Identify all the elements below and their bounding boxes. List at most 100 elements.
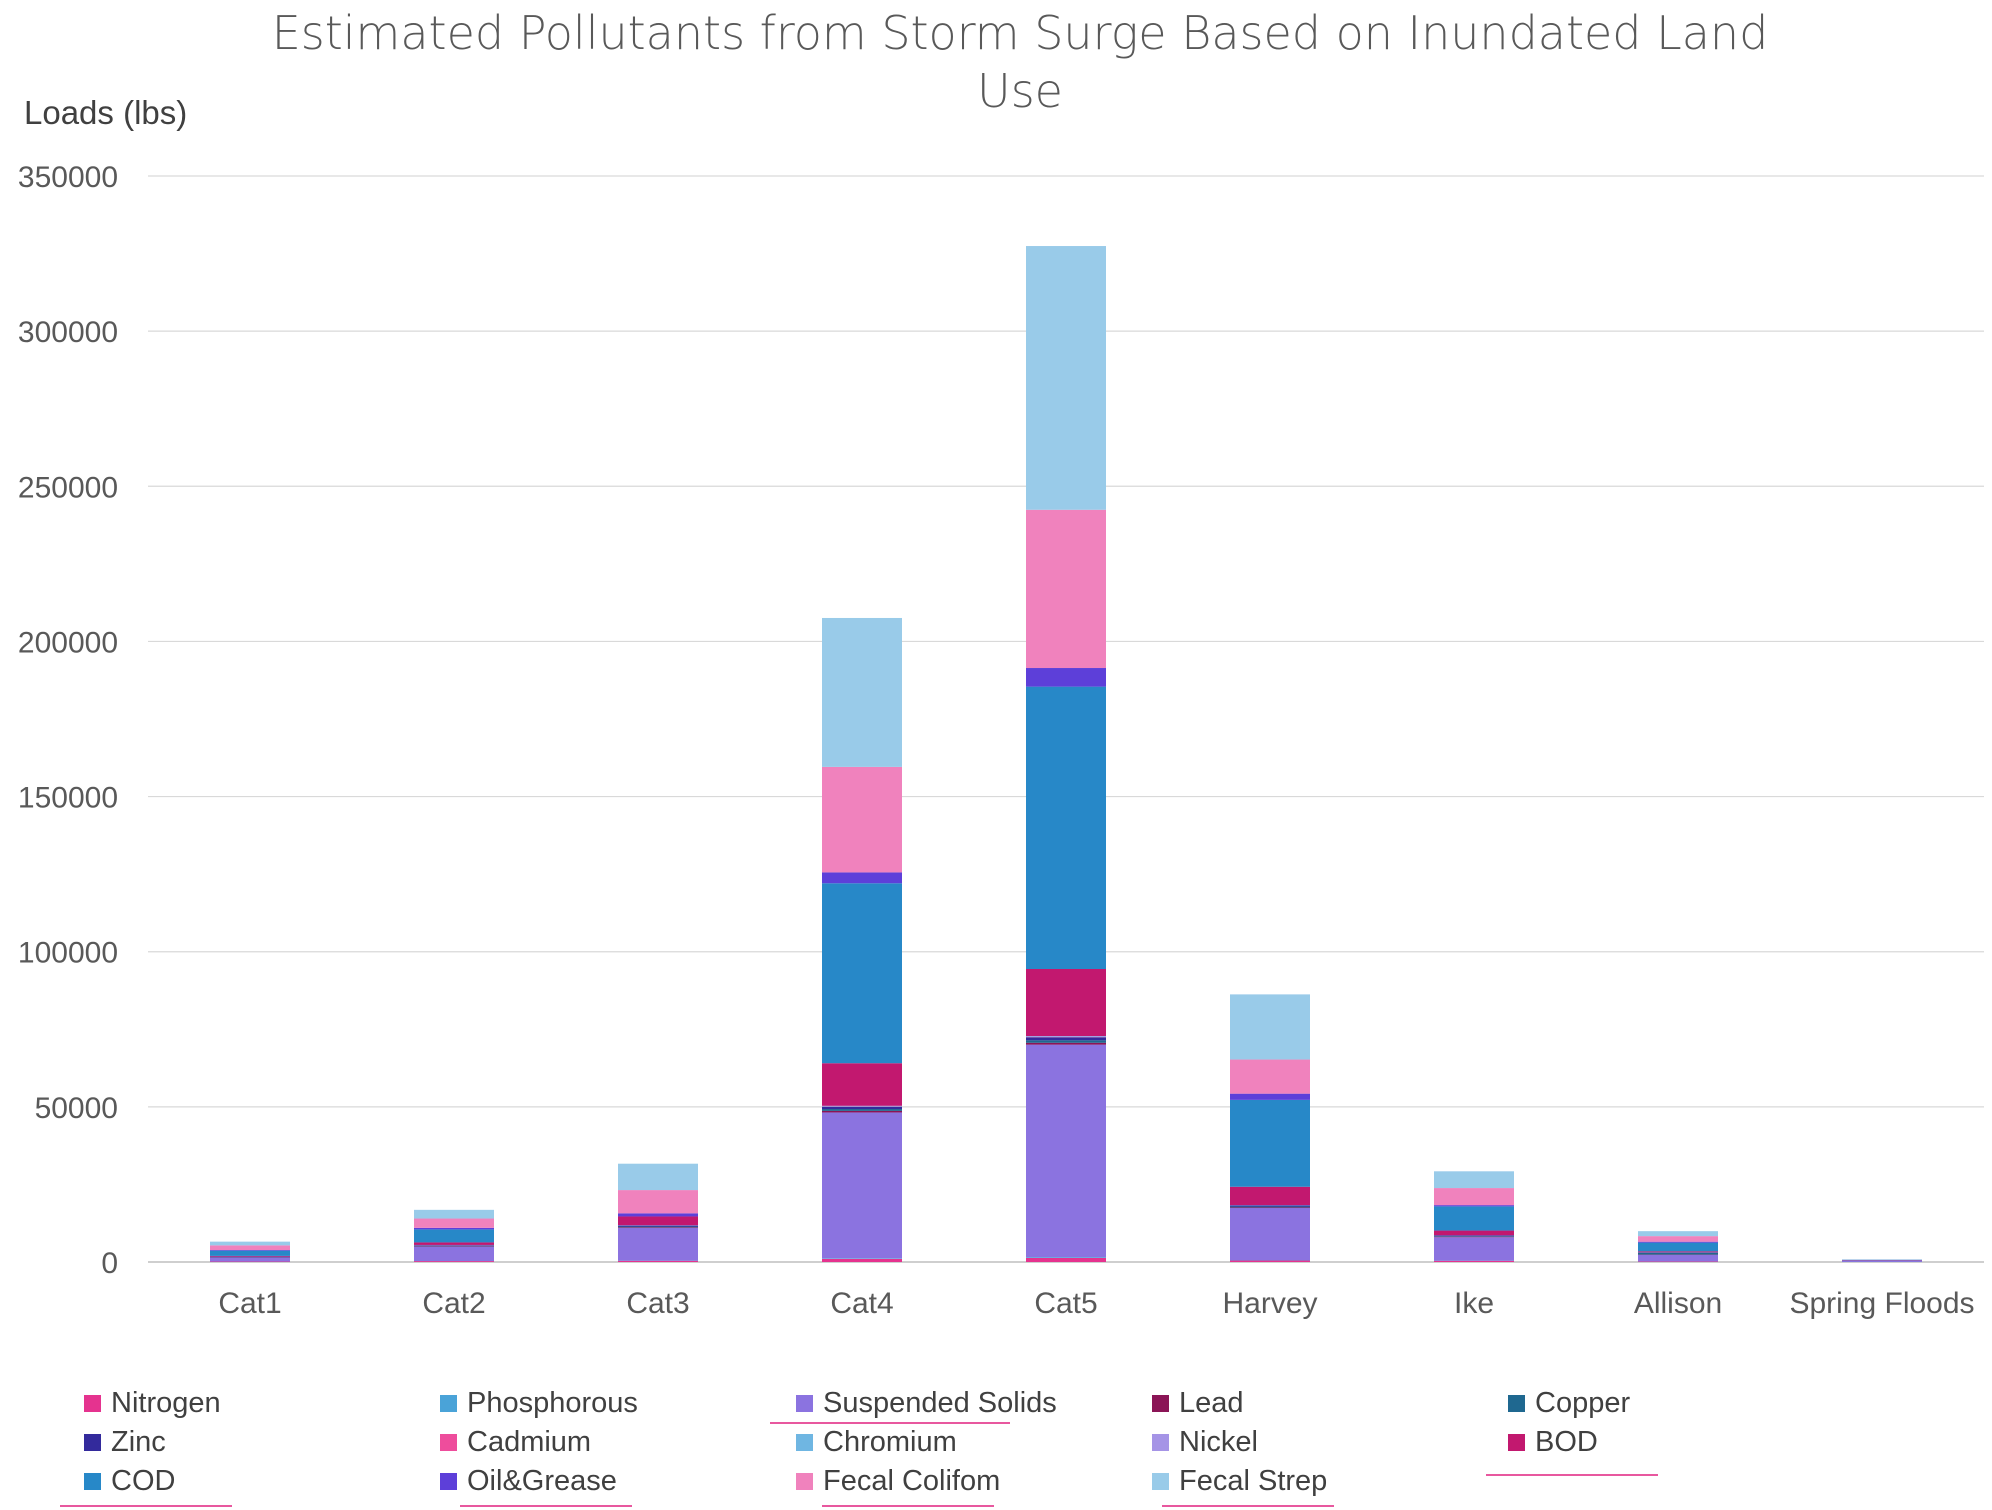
- bar-segment: [1026, 1257, 1106, 1262]
- bar-segment: [414, 1245, 494, 1247]
- bar-segment: [618, 1227, 698, 1261]
- legend-item: Phosphorous: [440, 1385, 638, 1421]
- y-tick-label: 150000: [18, 782, 118, 815]
- bar-segment: [822, 1258, 902, 1259]
- bar-segment: [210, 1241, 290, 1246]
- bar-segment: [822, 1112, 902, 1259]
- bar-segment: [1026, 1257, 1106, 1258]
- legend-swatch: [796, 1433, 813, 1451]
- bar-segment: [1026, 246, 1106, 510]
- bar-segment: [1842, 1260, 1922, 1262]
- legend-swatch: [1152, 1394, 1169, 1412]
- y-axis-label: Loads (lbs): [24, 94, 188, 131]
- legend-label: BOD: [1535, 1425, 1598, 1458]
- bar-segment: [210, 1257, 290, 1262]
- bar-segment: [1434, 1236, 1514, 1238]
- spellcheck-underline: [60, 1505, 232, 1507]
- legend-swatch: [1152, 1472, 1169, 1490]
- bar-segment: [1638, 1251, 1718, 1253]
- spellcheck-underline: [1486, 1474, 1658, 1476]
- legend-item: Fecal Strep: [1152, 1463, 1327, 1499]
- bar-segment: [1026, 1040, 1106, 1043]
- legend-item: Copper: [1508, 1385, 1630, 1421]
- bar-segment: [414, 1246, 494, 1261]
- legend-item: Lead: [1152, 1385, 1244, 1421]
- bar-segment: [822, 1105, 902, 1107]
- bar-segment: [1026, 968, 1106, 1037]
- legend-item: BOD: [1508, 1424, 1598, 1460]
- bar-segment: [1230, 1099, 1310, 1187]
- bar-segment: [414, 1246, 494, 1247]
- legend-label: Fecal Colifom: [823, 1464, 1001, 1497]
- legend-item: Zinc: [84, 1424, 166, 1460]
- bar-segment: [414, 1242, 494, 1245]
- legend-item: Cadmium: [440, 1424, 591, 1460]
- legend-label: Chromium: [823, 1425, 957, 1458]
- bar-segment: [1638, 1254, 1718, 1262]
- bar-segment: [822, 1106, 902, 1107]
- bar-segment: [1230, 1260, 1310, 1262]
- legend-label: Oil&Grease: [467, 1464, 617, 1497]
- bar-segment: [822, 1063, 902, 1106]
- bar-segment: [1026, 686, 1106, 969]
- bar-segment: [1638, 1231, 1718, 1237]
- bar-segment: [618, 1216, 698, 1226]
- spellcheck-underline: [460, 1505, 632, 1507]
- bar-segment: [618, 1260, 698, 1262]
- bar-segment: [1638, 1242, 1718, 1252]
- bar-segment: [1026, 668, 1106, 687]
- x-tick-label: Cat1: [218, 1287, 281, 1320]
- legend-swatch: [1508, 1433, 1525, 1451]
- y-tick-label: 0: [101, 1247, 118, 1280]
- bar-segment: [1026, 509, 1106, 669]
- bar-segment: [618, 1225, 698, 1227]
- legend-swatch: [1508, 1394, 1525, 1412]
- bar-segment: [822, 1109, 902, 1111]
- bar-segment: [210, 1255, 290, 1257]
- bar-segment: [822, 1106, 902, 1110]
- bar-segment: [1230, 1059, 1310, 1094]
- bar-segment: [1638, 1261, 1718, 1262]
- x-tick-label: Ike: [1454, 1287, 1494, 1320]
- bar-segment: [618, 1226, 698, 1228]
- legend-item: Nickel: [1152, 1424, 1258, 1460]
- bar-segment: [1638, 1241, 1718, 1243]
- bar-segment: [1434, 1235, 1514, 1237]
- spellcheck-underline: [770, 1422, 1010, 1424]
- legend-label: Cadmium: [467, 1425, 592, 1458]
- legend-item: Oil&Grease: [440, 1463, 617, 1499]
- legend-item: Nitrogen: [84, 1385, 221, 1421]
- bar-segment: [210, 1261, 290, 1262]
- bar-segment: [414, 1209, 494, 1219]
- y-tick-label: 350000: [18, 161, 118, 194]
- x-tick-label: Spring Floods: [1789, 1287, 1974, 1320]
- legend-swatch: [440, 1394, 457, 1412]
- legend-swatch: [84, 1433, 101, 1451]
- bar-segment: [618, 1190, 698, 1214]
- legend-item: Suspended Solids: [796, 1385, 1057, 1421]
- bar-segment: [1434, 1171, 1514, 1189]
- legend-swatch: [796, 1394, 813, 1412]
- bar-segment: [1434, 1206, 1514, 1231]
- bar-segment: [1026, 1044, 1106, 1258]
- legend-swatch: [440, 1472, 457, 1490]
- bar-segment: [618, 1227, 698, 1228]
- legend-swatch: [440, 1433, 457, 1451]
- bar-segment: [1638, 1252, 1718, 1255]
- bar-segment: [822, 872, 902, 884]
- bar-segment: [1638, 1252, 1718, 1253]
- bar-segment: [1434, 1230, 1514, 1236]
- legend-swatch: [1152, 1433, 1169, 1451]
- bar-segment: [1434, 1188, 1514, 1206]
- bar-segment: [1230, 1259, 1310, 1261]
- bar-segment: [1434, 1236, 1514, 1237]
- y-tick-label: 300000: [18, 316, 118, 349]
- legend-label: Suspended Solids: [823, 1386, 1057, 1419]
- bar-segment: [1230, 1186, 1310, 1206]
- legend-label: Phosphorous: [467, 1386, 638, 1419]
- bar-segment: [1638, 1236, 1718, 1242]
- x-tick-label: Cat2: [422, 1287, 485, 1320]
- bar-segment: [618, 1213, 698, 1217]
- bar-segment: [1026, 1042, 1106, 1045]
